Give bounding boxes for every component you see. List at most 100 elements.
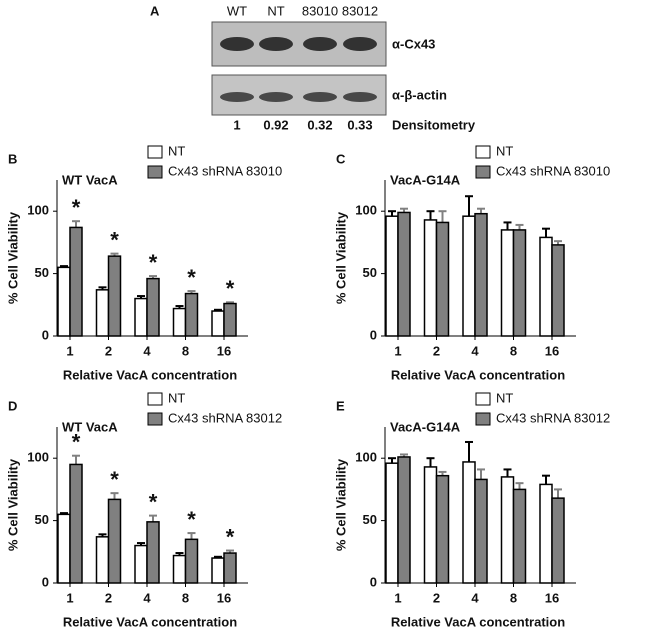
y-tick-label: 0 — [42, 327, 49, 342]
x-tick-label: 2 — [433, 343, 440, 358]
legend-label: NT — [168, 143, 185, 158]
bar — [435, 474, 450, 584]
band — [259, 37, 293, 51]
x-tick-label: 8 — [510, 590, 517, 605]
x-axis-label: Relative VacA concentration — [391, 367, 565, 382]
legend-swatch — [475, 392, 491, 406]
significance-mark: * — [226, 276, 235, 301]
x-tick-label: 1 — [394, 590, 401, 605]
bar — [397, 211, 411, 337]
bar — [69, 226, 83, 337]
y-tick-label: 100 — [27, 450, 49, 465]
bar — [551, 497, 565, 584]
y-tick-label: 100 — [355, 450, 377, 465]
bar — [435, 221, 450, 337]
x-tick-label: 16 — [545, 343, 559, 358]
significance-mark: * — [187, 265, 196, 290]
legend-label: Cx43 shRNA 83010 — [168, 163, 282, 178]
panel-label: A — [150, 3, 160, 18]
y-tick-label: 100 — [27, 203, 49, 218]
bar — [512, 229, 527, 337]
bar — [223, 302, 237, 337]
bar — [539, 236, 553, 337]
x-tick-label: 4 — [471, 590, 479, 605]
antibody-label: α-β-actin — [392, 87, 447, 102]
y-tick-label: 0 — [370, 574, 377, 589]
x-tick-label: 4 — [143, 343, 151, 358]
bar — [57, 513, 71, 584]
bar — [462, 461, 476, 584]
x-tick-label: 2 — [105, 590, 112, 605]
bar — [146, 277, 160, 337]
bar — [172, 554, 187, 584]
bar — [146, 521, 160, 584]
band — [303, 37, 337, 51]
legend-swatch — [475, 145, 491, 159]
bar — [107, 498, 122, 584]
antibody-label: α-Cx43 — [392, 36, 435, 51]
legend-label: NT — [496, 390, 513, 405]
band — [343, 37, 377, 51]
y-tick-label: 0 — [370, 327, 377, 342]
lane-label: WT — [227, 3, 247, 18]
bar — [57, 266, 71, 337]
bar — [107, 255, 122, 337]
bar — [423, 466, 438, 584]
x-tick-label: 8 — [182, 343, 189, 358]
significance-mark: * — [187, 507, 196, 532]
y-tick-label: 50 — [35, 512, 49, 527]
significance-mark: * — [149, 489, 158, 514]
bar — [423, 219, 438, 337]
bar — [385, 215, 399, 337]
bar — [134, 297, 148, 337]
bar — [95, 536, 110, 584]
legend-swatch — [147, 392, 163, 406]
x-axis-label: Relative VacA concentration — [391, 614, 565, 629]
bar — [184, 292, 199, 337]
bar — [95, 289, 110, 337]
x-tick-label: 4 — [471, 343, 479, 358]
chart-title: VacA-G14A — [390, 172, 461, 187]
significance-mark: * — [149, 250, 158, 275]
lane-label: 83010 — [302, 3, 338, 18]
densitometry-value: 0.33 — [347, 117, 372, 132]
chart-title: WT VacA — [62, 172, 118, 187]
band — [343, 92, 377, 102]
legend-swatch — [147, 145, 163, 159]
legend-label: NT — [496, 143, 513, 158]
x-tick-label: 8 — [510, 343, 517, 358]
densitometry-value: 0.92 — [263, 117, 288, 132]
y-tick-label: 100 — [355, 203, 377, 218]
panel-label: C — [336, 151, 346, 166]
legend-label: Cx43 shRNA 83012 — [496, 410, 610, 425]
bar — [69, 463, 83, 584]
bar — [385, 462, 399, 584]
x-axis-label: Relative VacA concentration — [63, 614, 237, 629]
y-axis-label: % Cell Viability — [5, 211, 20, 304]
y-axis-label: % Cell Viability — [333, 458, 348, 551]
bar — [512, 488, 527, 584]
x-axis-label: Relative VacA concentration — [63, 367, 237, 382]
densitometry-label: Densitometry — [392, 117, 476, 132]
legend-swatch — [147, 165, 163, 179]
band — [303, 92, 337, 102]
significance-mark: * — [110, 467, 119, 492]
significance-mark: * — [72, 195, 81, 220]
bar — [184, 538, 199, 584]
x-tick-label: 8 — [182, 590, 189, 605]
legend-swatch — [475, 165, 491, 179]
y-tick-label: 50 — [363, 265, 377, 280]
densitometry-value: 1 — [233, 117, 240, 132]
bar — [474, 212, 488, 337]
bar — [551, 244, 565, 337]
bar — [500, 476, 515, 584]
legend-label: NT — [168, 390, 185, 405]
x-tick-label: 16 — [217, 343, 231, 358]
lane-label: 83012 — [342, 3, 378, 18]
x-tick-label: 1 — [394, 343, 401, 358]
legend-swatch — [147, 412, 163, 426]
bar — [211, 557, 225, 584]
significance-mark: * — [110, 227, 119, 252]
x-tick-label: 4 — [143, 590, 151, 605]
legend-swatch — [475, 412, 491, 426]
